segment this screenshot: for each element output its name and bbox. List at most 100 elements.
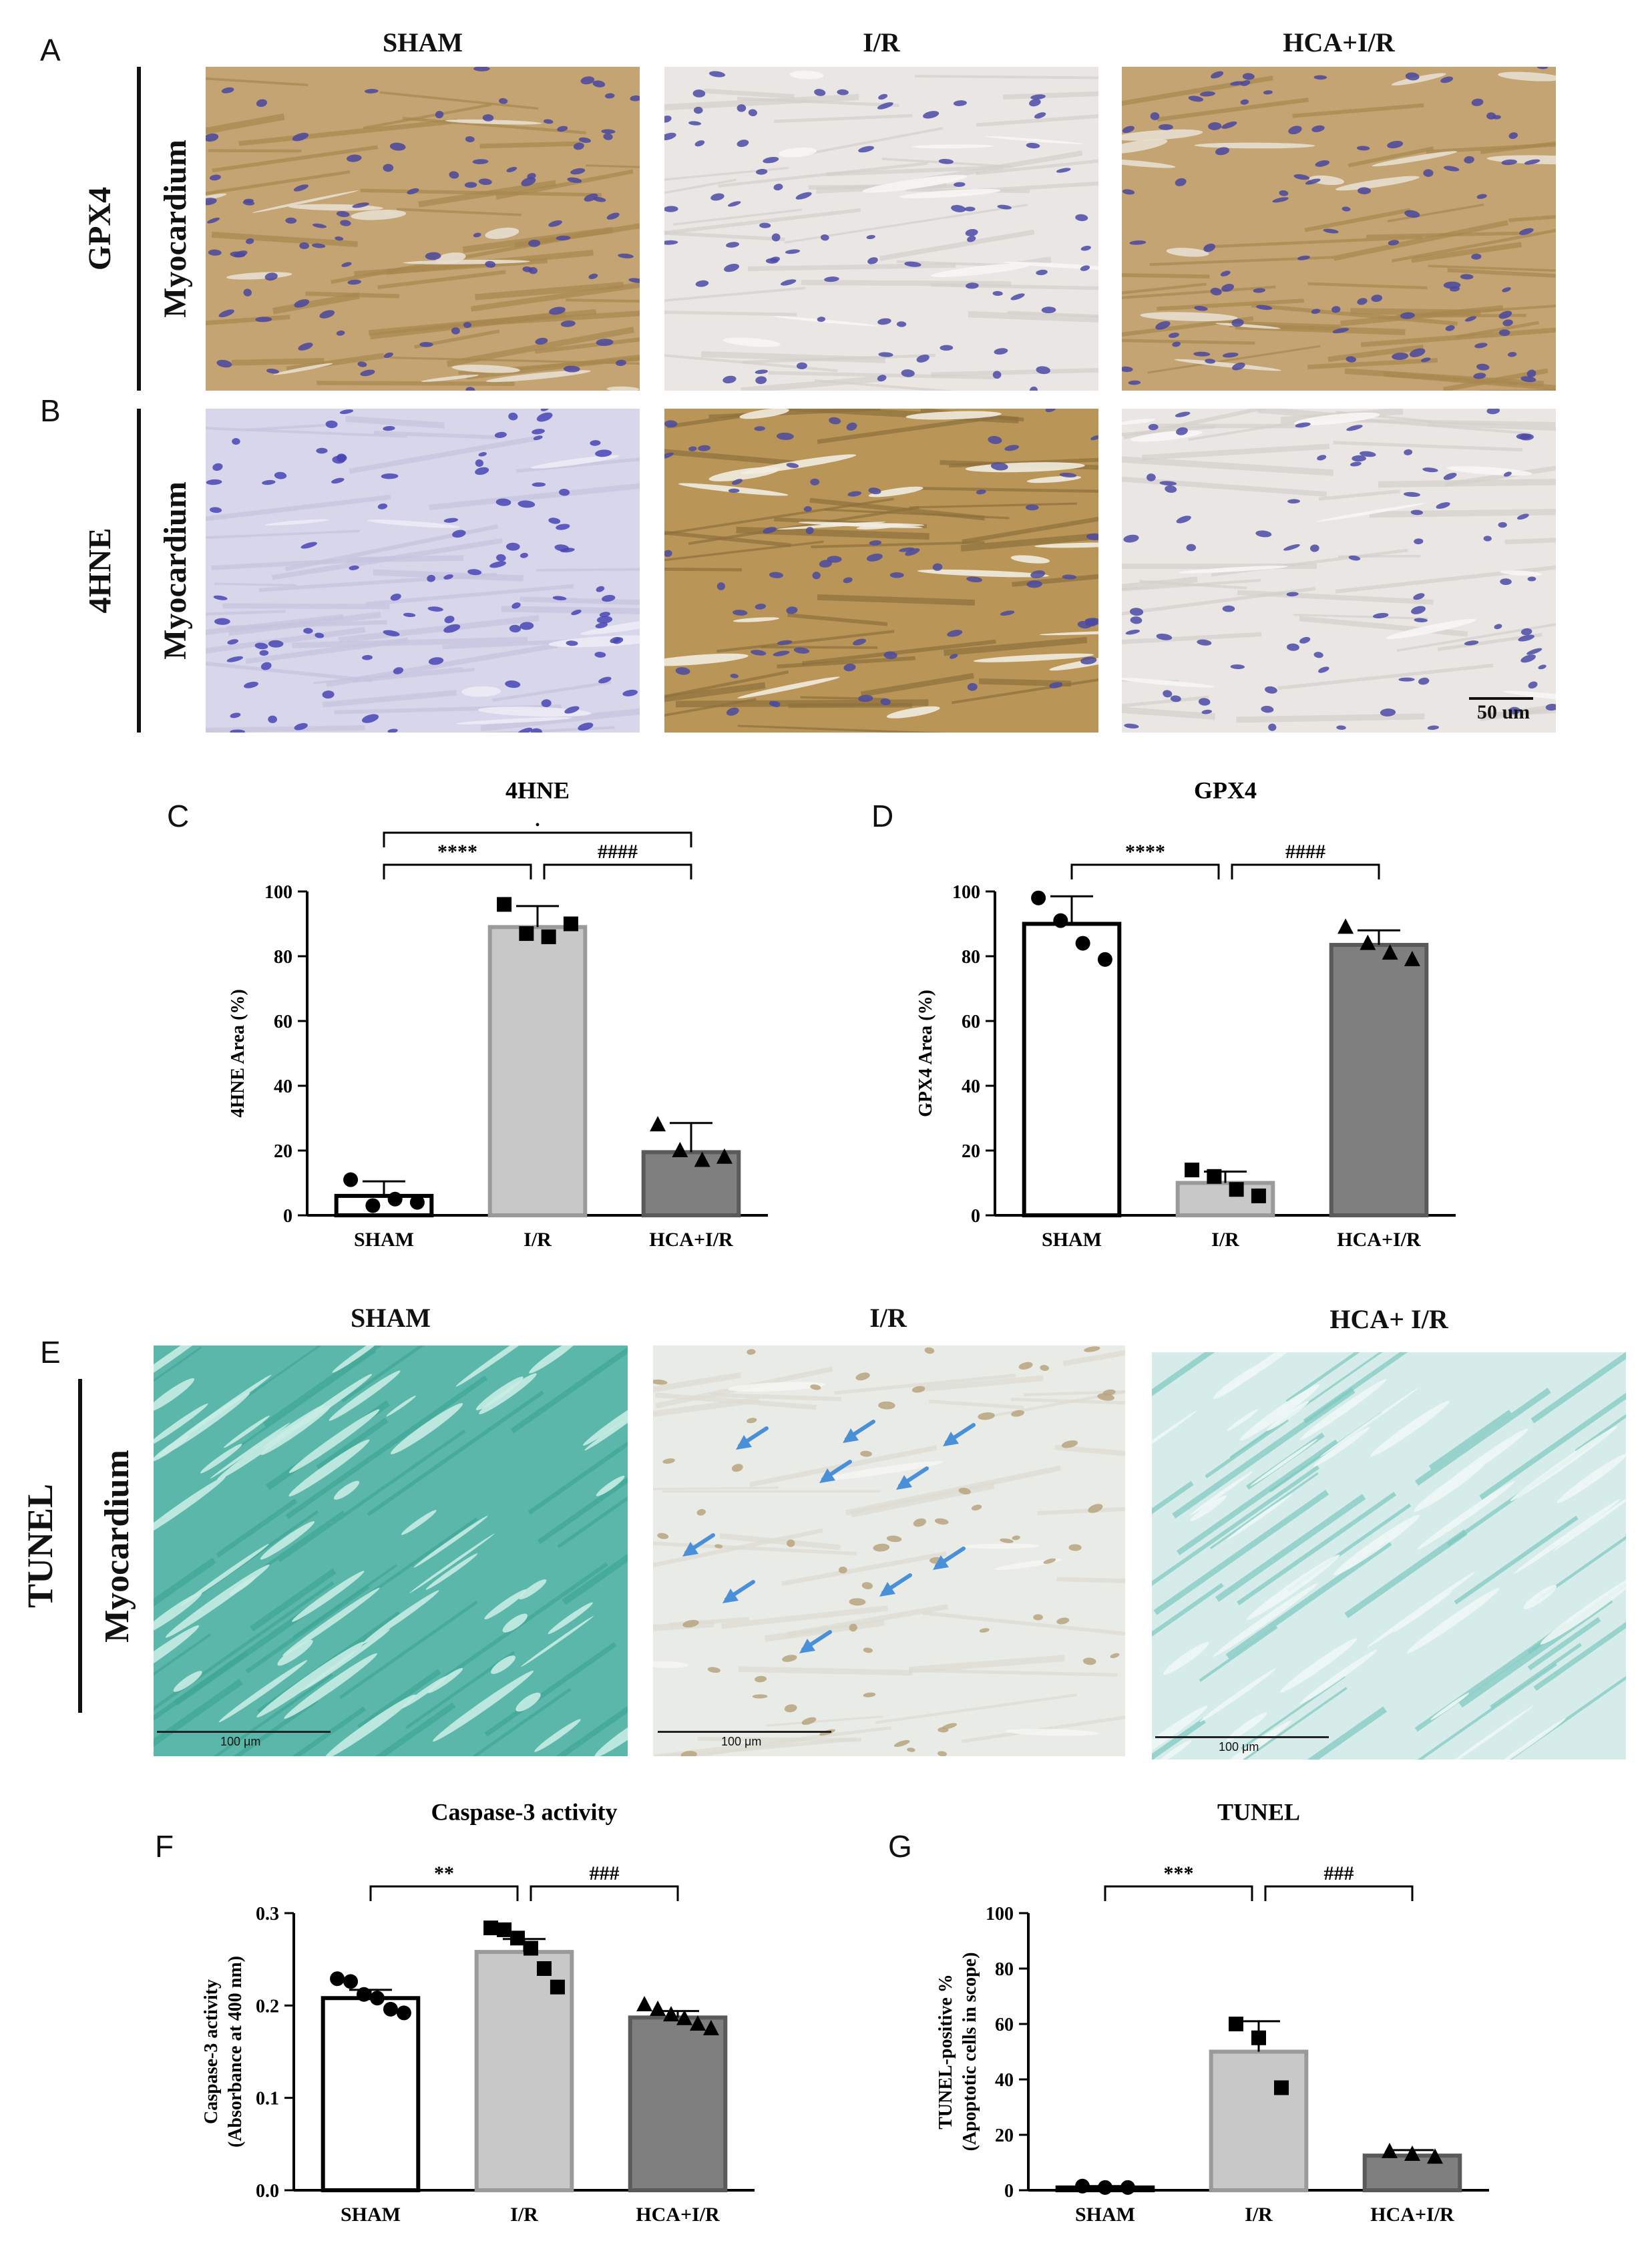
data-point (409, 1195, 425, 1210)
data-point (1274, 2080, 1289, 2095)
data-point (330, 1971, 345, 1987)
data-point (1360, 934, 1376, 950)
bar (628, 2015, 728, 2192)
x-tick-label: HCA+I/R (1370, 2204, 1454, 2226)
data-point (689, 2015, 706, 2031)
y-tick-label: 80 (274, 947, 292, 968)
data-point (676, 2009, 692, 2025)
panel-letter-g: G (888, 1829, 912, 1864)
chart-title: TUNEL (1217, 1799, 1300, 1826)
data-point (343, 1974, 359, 1989)
data-point (1251, 1188, 1266, 1203)
ihc-col-title-sham: SHAM (383, 27, 463, 57)
significance-label: *** (1164, 1862, 1194, 1884)
data-point (1404, 2146, 1420, 2162)
significance-bracket (530, 1885, 679, 1901)
significance-label: #### (598, 841, 638, 863)
y-axis-label: (Absorbance at 400 nm) (225, 1956, 246, 2148)
row-a-marker-label-wrap: GPX4 (73, 67, 127, 391)
data-point (1185, 1163, 1200, 1178)
bar (641, 1150, 741, 1217)
data-point (396, 2005, 411, 2021)
bar (1209, 2049, 1309, 2192)
y-tick-label: 20 (962, 1141, 980, 1162)
panel-letter-a: A (40, 33, 61, 67)
row-b-divider (137, 409, 141, 733)
panel-letter-b: B (40, 393, 61, 428)
row-b-tissue-label-wrap: Myocardium (148, 409, 202, 733)
data-point (1053, 913, 1068, 928)
tunel-scale-label-ir: 100 μm (721, 1735, 762, 1748)
x-tick-label: I/R (1245, 2204, 1273, 2226)
y-axis-label: Caspase-3 activity (201, 1979, 222, 2124)
significance-bracket (543, 863, 692, 879)
x-tick-label: HCA+I/R (1337, 1229, 1421, 1251)
x-tick-label: SHAM (1075, 2204, 1135, 2226)
data-point (1075, 936, 1090, 951)
y-axis-label: TUNEL-positive % (936, 1974, 956, 2129)
x-tick-label: SHAM (354, 1229, 414, 1251)
y-tick-label: 60 (995, 2015, 1014, 2035)
y-axis-label: 4HNE Area (%) (228, 989, 248, 1117)
tunel-col-title-ir: I/R (869, 1303, 907, 1333)
data-point (663, 2006, 680, 2022)
tunel-scale-label-sham: 100 μm (220, 1735, 261, 1748)
x-tick-label: HCA+I/R (636, 2204, 720, 2226)
row-a-divider (137, 67, 141, 391)
chart-title: 4HNE (505, 777, 570, 804)
ihc-col-title-hca-ir: HCA+I/R (1283, 27, 1395, 57)
panel-letter-f: F (155, 1829, 174, 1864)
significance-bracket (1264, 1885, 1414, 1901)
chart-d-gpx4: GPX4 0 20 40 60 80 100 GPX4 Area (%) SHAM I/R HCA+… (881, 768, 1482, 1262)
significance-bracket (383, 831, 692, 847)
data-point (1229, 2017, 1243, 2031)
tunel-scale-label-hca: 100 μm (1219, 1740, 1259, 1754)
tunel-micrograph-hca-ir (1152, 1352, 1626, 1760)
y-axis-label: GPX4 Area (%) (915, 990, 936, 1117)
micrograph-4hne-sham (206, 409, 640, 733)
data-point (672, 1142, 688, 1157)
significance-bracket (1070, 863, 1220, 879)
y-tick-label: 100 (986, 1904, 1014, 1924)
tunel-col-title-hca-ir: HCA+ I/R (1329, 1304, 1448, 1334)
bar (487, 925, 588, 1217)
data-point (702, 2019, 719, 2035)
tunel-marker-label-wrap: TUNEL (13, 1379, 67, 1713)
bar (1329, 943, 1429, 1217)
y-tick-label: 0.2 (256, 1996, 279, 2017)
micrograph-4hne-ir (664, 409, 1098, 733)
y-tick-label: 0 (971, 1206, 980, 1227)
data-point (1251, 2030, 1266, 2045)
y-tick-label: 60 (962, 1012, 980, 1032)
y-tick-label: 20 (274, 1141, 292, 1162)
significance-bracket (1231, 863, 1380, 879)
y-tick-label: 40 (962, 1076, 980, 1097)
data-point (1031, 890, 1046, 905)
data-point (550, 1979, 565, 1995)
significance-label: #### (1285, 841, 1325, 863)
data-point (650, 2000, 666, 2016)
data-point (536, 1961, 552, 1976)
data-point (650, 1116, 666, 1132)
data-point (694, 1151, 710, 1167)
data-point (343, 1172, 359, 1187)
significance-label: ** (434, 1862, 454, 1884)
chart-title: Caspase-3 activity (431, 1799, 618, 1826)
tunel-marker-label: TUNEL (20, 1483, 61, 1609)
data-point (1207, 1169, 1222, 1184)
bar (321, 1996, 421, 2192)
significance-label: **** (437, 841, 477, 863)
row-b-tissue-label: Myocardium (157, 481, 193, 660)
bar (474, 1950, 574, 2192)
bar (1022, 922, 1122, 1217)
chart-c-4hne: 4HNE 0 20 40 60 80 100 4HNE Area (%) SHAM I/R HCA+… (194, 768, 795, 1262)
x-tick-label: SHAM (1042, 1229, 1102, 1251)
data-point (497, 1922, 512, 1937)
tunel-micrograph-ir (653, 1346, 1125, 1756)
data-point (483, 1920, 499, 1936)
data-point (1337, 918, 1354, 934)
tunel-tissue-label: Myocardium (97, 1449, 136, 1643)
significance-label: . (535, 809, 540, 831)
data-point (541, 929, 556, 944)
chart-f-caspase3: Caspase-3 activity 0.0 0.1 0.2 0.3 Caspase-3 … (180, 1790, 781, 2237)
